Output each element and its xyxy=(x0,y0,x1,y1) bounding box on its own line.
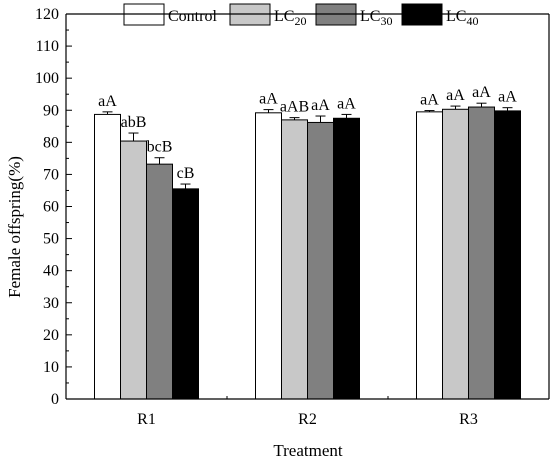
y-tick-label: 70 xyxy=(43,166,59,183)
y-tick-label: 120 xyxy=(35,6,59,23)
bar xyxy=(307,121,334,400)
bar xyxy=(120,140,147,400)
error-bars xyxy=(102,102,513,189)
legend-label-base: LC xyxy=(446,8,466,25)
bar xyxy=(94,113,121,400)
significance-label: cB xyxy=(177,165,195,182)
y-axis-title: Female offspring(%) xyxy=(5,156,24,298)
y-tick-label: 30 xyxy=(43,295,59,312)
legend: Control LC20 LC30 LC40 xyxy=(123,3,478,28)
significance-label: aA xyxy=(259,91,278,108)
significance-label: aA xyxy=(311,97,330,114)
bar xyxy=(172,188,199,400)
legend-label-subscript: 30 xyxy=(380,14,392,28)
significance-label: aA xyxy=(98,93,117,110)
legend-label: LC20 xyxy=(274,8,306,28)
bar xyxy=(146,163,173,400)
legend-label: LC40 xyxy=(446,8,478,28)
bar xyxy=(416,111,443,400)
bar xyxy=(468,106,495,400)
bar xyxy=(255,112,282,400)
legend-label-base: Control xyxy=(168,8,217,25)
y-tick-label: 80 xyxy=(43,134,59,151)
y-tick-label: 40 xyxy=(43,263,59,280)
x-tick-label: R2 xyxy=(298,411,317,428)
y-tick-label: 110 xyxy=(36,38,59,55)
y-tick-label: 90 xyxy=(43,102,59,119)
axes: 0 10 20 30 40 50 60 70 80 90 100 110 120 R1 R2 R3 xyxy=(35,6,550,428)
significance-label: aAB xyxy=(280,99,309,116)
significance-label: aA xyxy=(472,84,491,101)
bar xyxy=(442,108,469,400)
bars xyxy=(94,106,521,400)
x-tick-label: R3 xyxy=(459,411,478,428)
significance-label: aA xyxy=(446,87,465,104)
significance-label: bcB xyxy=(147,139,173,156)
bar xyxy=(494,110,521,400)
significance-label: abB xyxy=(121,114,147,131)
legend-label: Control xyxy=(168,8,217,25)
bar xyxy=(281,119,308,400)
bar xyxy=(333,117,360,400)
significance-label: aA xyxy=(420,92,439,109)
x-axis-title: Treatment xyxy=(273,441,343,460)
y-tick-label: 20 xyxy=(43,327,59,344)
legend-label-subscript: 40 xyxy=(466,14,478,28)
y-tick-label: 60 xyxy=(43,199,59,216)
legend-label-base: LC xyxy=(360,8,380,25)
legend-label: LC30 xyxy=(360,8,392,28)
y-tick-label: 100 xyxy=(35,70,59,87)
significance-label: aA xyxy=(498,89,517,106)
y-tick-label: 10 xyxy=(43,359,59,376)
x-tick-label: R1 xyxy=(137,411,156,428)
y-tick-label: 50 xyxy=(43,231,59,248)
significance-label: aA xyxy=(337,95,356,112)
legend-label-subscript: 20 xyxy=(294,14,306,28)
legend-label-base: LC xyxy=(274,8,294,25)
y-tick-label: 0 xyxy=(51,391,59,408)
